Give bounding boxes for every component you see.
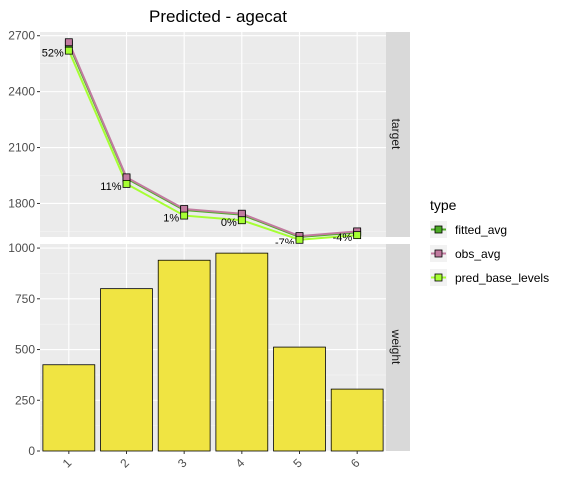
weight-bar <box>157 259 211 452</box>
target-percent-labels: 52%11%1% 0%-7% -4% <box>42 48 353 249</box>
legend-label-fitted_avg: fitted_avg <box>455 223 507 237</box>
x-tick-label: 4 <box>233 456 248 471</box>
series-line-pred_base_levels <box>67 50 358 241</box>
series-point-obs_avg <box>64 38 73 47</box>
weight-panel-background <box>40 244 386 451</box>
weight-bar <box>273 346 326 452</box>
weight-strip-label: weight <box>389 329 403 365</box>
legend-label-obs_avg: obs_avg <box>455 247 500 261</box>
percent-label: 11% <box>100 181 121 193</box>
target-panel-background <box>40 32 386 237</box>
x-tick-label: 1 <box>60 456 75 471</box>
weight-panel: 0 250 500 750 1000 weight <box>8 241 410 458</box>
series-point-obs_avg <box>122 173 131 182</box>
series-point-pred_base_levels <box>353 231 362 240</box>
weight-bar <box>42 364 96 452</box>
target-series-lines <box>67 41 358 241</box>
target-panel-grid <box>40 32 386 237</box>
series-point-pred_base_levels <box>295 235 304 244</box>
weight-y-tick-label: 750 <box>15 292 35 306</box>
weight-bar <box>100 288 153 452</box>
target-strip <box>386 32 410 237</box>
legend-key-marker <box>434 273 443 282</box>
weight-y-tick-label: 250 <box>15 393 35 407</box>
x-tick-label: 5 <box>290 456 305 471</box>
percent-label: 1% <box>163 213 179 225</box>
legend-key-marker <box>434 225 443 234</box>
weight-y-tick-label: 500 <box>15 343 35 357</box>
series-point-obs_avg <box>237 209 246 218</box>
weight-y-axis: 0 250 500 750 1000 <box>8 241 40 458</box>
series-point-pred_base_levels <box>122 179 131 188</box>
series-line-obs_avg <box>67 41 358 238</box>
target-y-tick-label: 1800 <box>8 196 35 210</box>
legend: type fitted_avg obs_avg pred_base_levels <box>430 197 549 286</box>
percent-label: -4% <box>333 232 353 244</box>
weight-y-tick-label: 0 <box>28 444 35 458</box>
target-series-points <box>64 38 362 244</box>
weight-y-tick-label: 1000 <box>8 241 35 255</box>
series-point-pred_base_levels <box>64 46 73 55</box>
x-tick-label: 6 <box>348 456 363 471</box>
x-axis: 1 2 3 4 5 6 <box>60 451 363 470</box>
weight-bars <box>42 252 384 452</box>
target-strip-label: target <box>389 119 403 150</box>
weight-strip <box>386 244 410 451</box>
target-y-tick-label: 2400 <box>8 85 35 99</box>
x-tick-label: 3 <box>175 456 190 471</box>
chart-title: Predicted - agecat <box>149 7 287 26</box>
legend-label-pred_base_levels: pred_base_levels <box>455 271 549 285</box>
weight-bar <box>215 252 269 452</box>
target-y-axis: 1800 2100 2400 2700 <box>8 29 40 210</box>
x-tick-label: 2 <box>117 456 132 471</box>
target-y-tick-label: 2100 <box>8 141 35 155</box>
weight-bar <box>330 388 384 452</box>
percent-label: 52% <box>42 48 64 60</box>
legend-entries: fitted_avg obs_avg pred_base_levels <box>430 221 549 286</box>
series-point-pred_base_levels <box>180 211 189 220</box>
legend-key-marker <box>434 249 443 258</box>
percent-label: 0% <box>221 217 237 229</box>
target-y-tick-label: 2700 <box>8 29 35 43</box>
series-point-obs_avg <box>180 205 189 213</box>
legend-title: type <box>430 197 457 213</box>
series-point-pred_base_levels <box>237 216 246 225</box>
